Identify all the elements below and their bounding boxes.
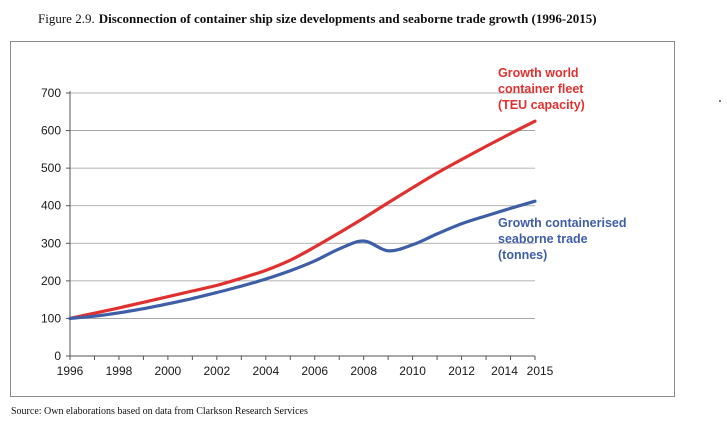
series-label-fleet: Growth world container fleet (TEU capacity… xyxy=(498,66,585,112)
x-tick-label: 2008 xyxy=(350,364,377,378)
x-tick-label: 1996 xyxy=(57,364,84,378)
y-tick-label: 600 xyxy=(41,124,61,138)
series-label-line: container fleet xyxy=(498,82,584,96)
figure-number: Figure 2.9. xyxy=(38,11,95,26)
figure-title-text: Disconnection of container ship size dev… xyxy=(98,11,597,26)
series-label-line: (tonnes) xyxy=(498,248,547,262)
y-tick-label: 700 xyxy=(41,86,61,100)
series-line-fleet xyxy=(68,119,537,321)
x-tick-label: 2012 xyxy=(448,364,475,378)
figure-title: Figure 2.9. Disconnection of container sh… xyxy=(38,11,597,27)
y-tick-label: 200 xyxy=(41,274,61,288)
y-tick-label: 300 xyxy=(41,236,61,250)
axes xyxy=(66,91,536,360)
y-tick-label: 0 xyxy=(54,349,61,363)
series-lines xyxy=(68,119,537,321)
x-tick-label: 2002 xyxy=(203,364,230,378)
series-label-line: (TEU capacity) xyxy=(498,98,585,112)
y-tick-label: 100 xyxy=(41,311,61,325)
x-tick-label: 1998 xyxy=(106,364,133,378)
x-tick-label: 2004 xyxy=(252,364,279,378)
chart-frame xyxy=(10,41,675,397)
x-tick-label: 2010 xyxy=(399,364,426,378)
stray-mark xyxy=(719,100,721,102)
x-tick-labels: 1996 1998 2000 2002 2004 2006 2008 2010 2012 2014… xyxy=(57,364,554,378)
x-tick-label: 2000 xyxy=(155,364,182,378)
series-labels: Growth world container fleet (TEU capacity… xyxy=(498,66,627,262)
x-tick-label: 2014 xyxy=(491,364,518,378)
y-tick-label: 500 xyxy=(41,161,61,175)
y-tick-labels: 0 100 200 300 400 500 600 700 xyxy=(41,86,61,363)
series-label-line: Growth world xyxy=(498,66,579,80)
series-label-line: Growth containerised xyxy=(498,216,627,230)
source-note: Source: Own elaborations based on data f… xyxy=(11,406,308,417)
x-tick-label: 2006 xyxy=(301,364,328,378)
grid-lines xyxy=(70,92,535,319)
series-line-trade xyxy=(68,199,537,321)
series-label-line: seaborne trade xyxy=(498,232,588,246)
series-label-trade: Growth containerised seaborne trade (tonne… xyxy=(498,216,627,262)
y-tick-label: 400 xyxy=(41,199,61,213)
x-tick-label: 2015 xyxy=(527,364,554,378)
